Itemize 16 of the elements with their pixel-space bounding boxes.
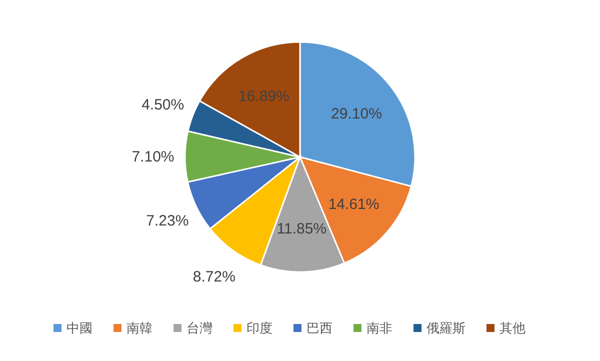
- data-label: 14.61%: [328, 196, 380, 214]
- legend-label: 俄羅斯: [426, 320, 466, 336]
- data-label: 7.23%: [146, 212, 189, 230]
- data-label: 11.85%: [276, 220, 327, 238]
- legend-label: 南韓: [126, 320, 152, 336]
- legend-label: 巴西: [306, 320, 332, 336]
- legend-label: 其他: [500, 320, 526, 336]
- data-label: 16.89%: [238, 88, 290, 105]
- data-label: 7.10%: [132, 148, 174, 166]
- legend-label: 中國: [66, 320, 92, 336]
- data-label: 29.10%: [331, 106, 382, 123]
- legend-label: 印度: [246, 320, 272, 336]
- data-label: 4.50%: [142, 96, 184, 114]
- legend-label: 台灣: [186, 320, 212, 336]
- legend-label: 南非: [366, 320, 392, 336]
- data-label: 8.72%: [192, 268, 236, 286]
